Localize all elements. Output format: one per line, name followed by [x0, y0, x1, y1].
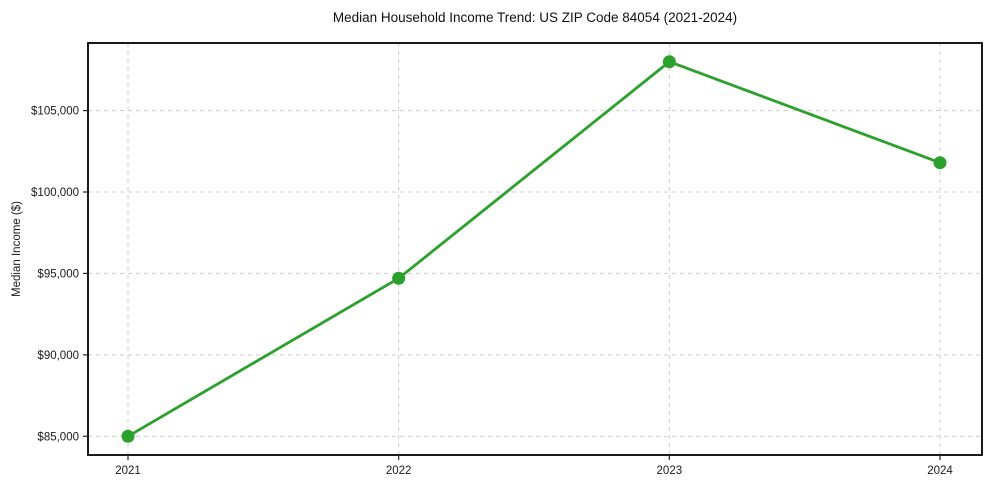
x-tick-label: 2021 — [115, 465, 141, 477]
data-point — [121, 429, 135, 443]
data-point — [392, 271, 406, 285]
data-point — [933, 156, 947, 170]
y-tick-label: $105,000 — [31, 106, 79, 118]
x-tick-label: 2022 — [386, 465, 412, 477]
trend-line — [126, 60, 942, 438]
y-tick-label: $85,000 — [37, 431, 79, 443]
data-point — [662, 55, 676, 69]
plot-frame — [87, 42, 983, 456]
chart-title: Median Household Income Trend: US ZIP Co… — [332, 10, 738, 25]
y-tick-label: $90,000 — [37, 350, 79, 362]
x-tick-label: 2023 — [657, 465, 683, 477]
y-tick-label: $100,000 — [31, 187, 79, 199]
y-tick-label: $95,000 — [37, 268, 79, 280]
plot-area — [88, 43, 982, 455]
x-tick-label: 2024 — [927, 465, 953, 477]
